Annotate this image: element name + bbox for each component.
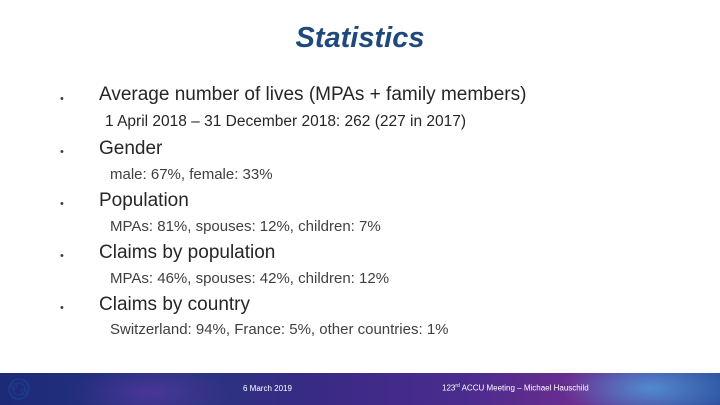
bullet-dot: •	[60, 250, 64, 262]
item-detail: male: 67%, female: 33%	[110, 166, 273, 183]
bullet-dot: •	[60, 146, 64, 158]
bullet-dot: •	[60, 93, 64, 105]
footer-glow	[560, 373, 720, 405]
footer-glow	[70, 373, 230, 405]
item-heading: Claims by country	[99, 294, 250, 315]
bullet-dot: •	[60, 302, 64, 314]
slide-title: Statistics	[295, 22, 425, 54]
item-heading: Average number of lives (MPAs + family m…	[99, 84, 527, 105]
footer-bar	[0, 373, 720, 405]
cern-logo-icon	[8, 378, 30, 400]
item-detail: MPAs: 46%, spouses: 42%, children: 12%	[110, 270, 390, 287]
item-detail: 1 April 2018 – 31 December 2018: 262 (22…	[105, 113, 467, 130]
meeting-text: ACCU Meeting – Michael Hauschild	[459, 383, 589, 393]
item-detail: Switzerland: 94%, France: 5%, other coun…	[110, 321, 449, 338]
item-detail: MPAs: 81%, spouses: 12%, children: 7%	[110, 218, 381, 235]
bullet-dot: •	[60, 198, 64, 210]
meeting-ordinal-suffix: rd	[455, 383, 460, 389]
footer-meeting: 123rd ACCU Meeting – Michael Hauschild	[442, 383, 589, 393]
footer-date: 6 March 2019	[243, 384, 292, 393]
item-heading: Gender	[99, 138, 163, 159]
item-heading: Population	[99, 190, 189, 211]
item-heading: Claims by population	[99, 242, 276, 263]
meeting-number: 123	[442, 383, 456, 393]
